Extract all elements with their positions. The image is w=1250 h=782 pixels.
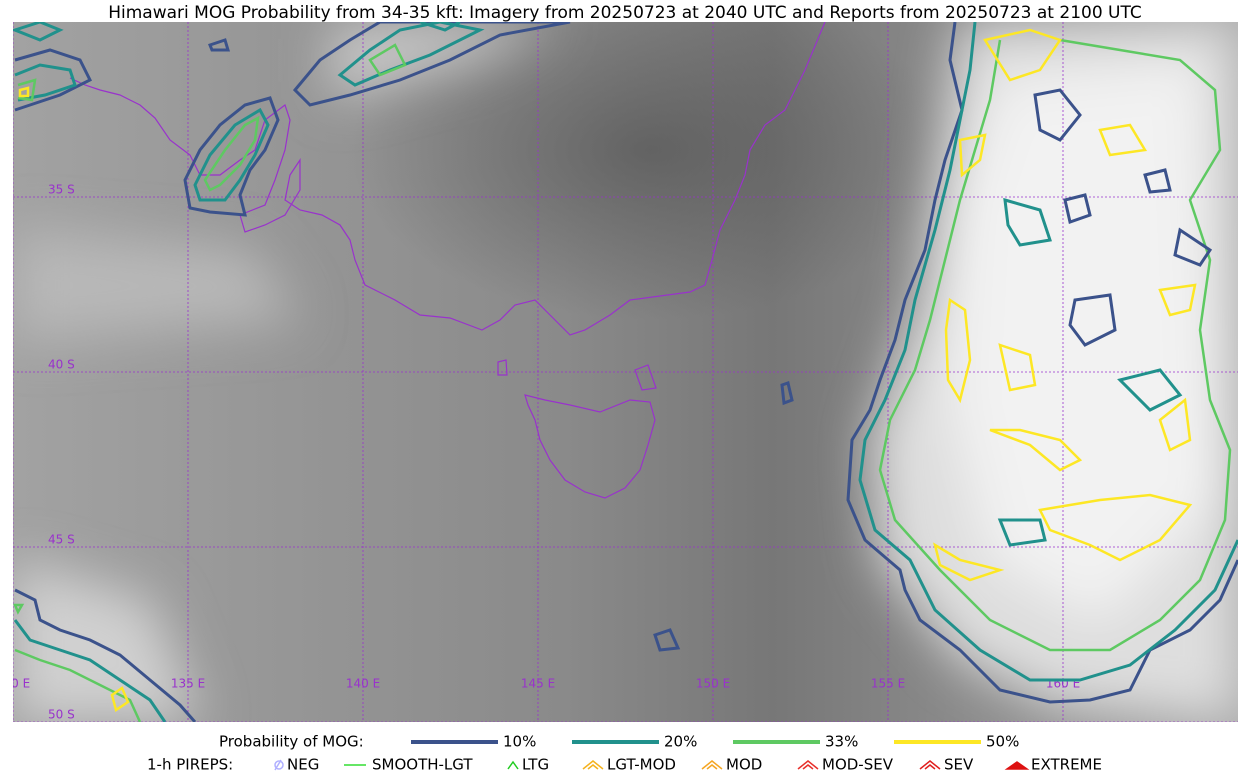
legend-label: SMOOTH-LGT (372, 756, 473, 774)
legend-label: EXTREME (1031, 756, 1102, 774)
legend-label: MOD (726, 756, 762, 774)
lat-label: 45 S (48, 533, 75, 547)
lat-label: 40 S (48, 358, 75, 372)
legend-label: LTG (522, 756, 549, 774)
lon-label: 130 E (0, 677, 30, 691)
lat-label: 35 S (48, 183, 75, 197)
lon-label: 140 E (346, 677, 380, 691)
legend-label: 33% (825, 733, 858, 751)
legend-label: 20% (664, 733, 697, 751)
lon-label: 135 E (171, 677, 205, 691)
lat-label: 50 S (48, 708, 75, 722)
legend-label: 10% (503, 733, 536, 751)
lon-label: 150 E (696, 677, 730, 691)
pirep-symbol (1004, 761, 1030, 770)
lon-label: 155 E (871, 677, 905, 691)
title: Himawari MOG Probability from 34-35 kft:… (108, 3, 1142, 23)
legend-heading: Probability of MOG: (219, 733, 364, 751)
pirep-symbol (274, 759, 284, 771)
legend-label: MOD-SEV (822, 756, 894, 774)
pirep-symbol (797, 760, 819, 770)
legend-heading: 1-h PIREPS: (147, 756, 233, 774)
legend-label: SEV (944, 756, 974, 774)
legend-label: LGT-MOD (607, 756, 676, 774)
legend-label: NEG (287, 756, 319, 774)
legend: Probability of MOG: 10% 20% 33% 50% 1-h PIREP… (147, 733, 1102, 774)
pirep-symbol (582, 760, 604, 770)
pirep-symbol (507, 760, 519, 770)
pirep-symbol (919, 760, 941, 770)
legend-label: 50% (986, 733, 1019, 751)
lon-label: 145 E (521, 677, 555, 691)
pirep-symbol (701, 760, 723, 770)
